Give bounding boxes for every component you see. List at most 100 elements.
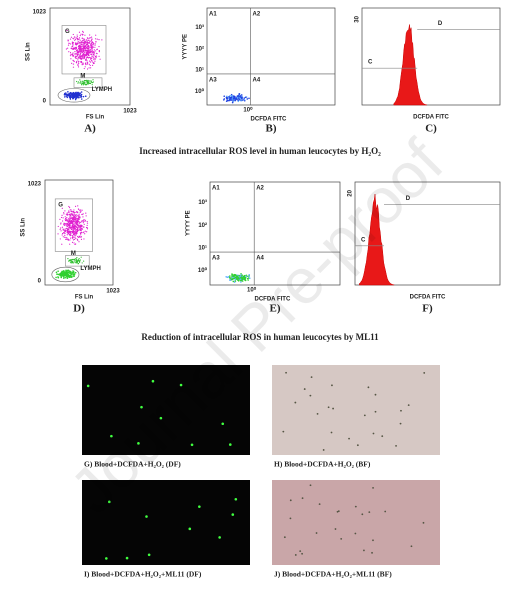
event-dot bbox=[62, 236, 64, 238]
cell bbox=[198, 505, 201, 508]
event-dot bbox=[68, 225, 70, 227]
event-dot bbox=[80, 231, 82, 234]
event-dot bbox=[83, 38, 85, 40]
event-dot bbox=[83, 45, 85, 47]
event-dot bbox=[63, 277, 65, 280]
event-dot bbox=[80, 58, 82, 60]
event-dot bbox=[65, 227, 68, 230]
event-dot bbox=[64, 210, 66, 212]
event-dot bbox=[74, 205, 77, 207]
event-dot bbox=[83, 50, 85, 52]
event-dot bbox=[75, 218, 77, 221]
event-dot bbox=[75, 237, 77, 240]
event-dot bbox=[66, 29, 68, 32]
event-dot bbox=[98, 50, 100, 52]
cell bbox=[309, 484, 312, 487]
event-dot bbox=[243, 97, 246, 99]
event-dot bbox=[68, 220, 70, 222]
event-dot bbox=[91, 60, 93, 62]
event-dot bbox=[90, 40, 92, 42]
event-dot bbox=[244, 279, 247, 282]
event-dot bbox=[84, 219, 87, 221]
event-dot bbox=[81, 51, 83, 53]
event-dot bbox=[72, 63, 75, 65]
event-dot bbox=[230, 99, 232, 101]
event-dot bbox=[71, 213, 73, 215]
event-dot bbox=[84, 66, 86, 68]
event-dot bbox=[79, 222, 81, 224]
event-dot bbox=[66, 270, 68, 273]
event-dot bbox=[66, 213, 68, 215]
event-dot bbox=[223, 95, 226, 98]
event-dot bbox=[75, 97, 77, 100]
event-dot bbox=[238, 277, 240, 280]
event-dot bbox=[85, 55, 88, 57]
event-dot bbox=[228, 95, 230, 98]
event-dot bbox=[240, 279, 242, 282]
event-dot bbox=[76, 231, 78, 233]
event-dot bbox=[248, 97, 250, 100]
event-dot bbox=[78, 62, 80, 64]
event-dot bbox=[86, 231, 88, 233]
event-dot bbox=[232, 277, 235, 280]
event-dot bbox=[83, 231, 85, 233]
event-dot bbox=[70, 48, 72, 50]
cell bbox=[309, 394, 312, 397]
event-dot bbox=[68, 227, 70, 229]
event-dot bbox=[69, 216, 71, 218]
event-dot bbox=[91, 41, 93, 43]
event-dot bbox=[89, 52, 91, 54]
cell bbox=[151, 379, 155, 383]
event-dot bbox=[68, 210, 70, 212]
event-dot bbox=[78, 257, 80, 260]
event-dot bbox=[85, 50, 87, 52]
label: A3 bbox=[212, 256, 220, 262]
event-dot bbox=[83, 219, 85, 221]
event-dot bbox=[70, 53, 72, 55]
event-dot bbox=[78, 48, 80, 50]
event-dot bbox=[85, 47, 87, 49]
event-dot bbox=[80, 211, 82, 213]
event-dot bbox=[73, 92, 76, 95]
event-dot bbox=[75, 262, 77, 264]
event-dot bbox=[74, 226, 76, 228]
event-dot bbox=[64, 94, 66, 96]
event-dot bbox=[85, 212, 87, 214]
event-dot bbox=[71, 219, 74, 221]
event-dot bbox=[230, 278, 233, 281]
event-dot bbox=[79, 235, 81, 238]
event-dot bbox=[83, 238, 85, 240]
label: LYMPH bbox=[92, 87, 112, 93]
event-dot bbox=[77, 220, 79, 222]
event-dot bbox=[229, 97, 231, 99]
gate bbox=[57, 88, 91, 103]
event-dot bbox=[66, 237, 68, 239]
event-dot bbox=[67, 44, 70, 46]
event-dot bbox=[77, 59, 79, 61]
label: 1023 bbox=[123, 109, 137, 115]
event-dot bbox=[83, 226, 85, 228]
event-dot bbox=[68, 206, 71, 209]
event-dot bbox=[65, 220, 67, 222]
event-dot bbox=[81, 209, 83, 211]
event-dot bbox=[81, 228, 83, 230]
event-dot bbox=[75, 257, 77, 260]
event-dot bbox=[73, 36, 76, 38]
event-dot bbox=[67, 228, 69, 230]
event-dot bbox=[89, 51, 92, 53]
event-dot bbox=[91, 52, 93, 54]
event-dot bbox=[70, 212, 72, 215]
event-dot bbox=[69, 223, 71, 225]
event-dot bbox=[60, 274, 62, 277]
event-dot bbox=[90, 36, 93, 38]
event-dot bbox=[235, 274, 237, 276]
event-dot bbox=[88, 63, 90, 65]
label: 10⁰ bbox=[195, 88, 205, 95]
event-dot bbox=[237, 279, 239, 281]
event-dot bbox=[92, 51, 94, 53]
cell bbox=[303, 388, 306, 390]
label: LYMPH bbox=[80, 266, 100, 272]
event-dot bbox=[57, 270, 59, 273]
event-dot bbox=[91, 84, 93, 86]
event-dot bbox=[80, 221, 83, 223]
